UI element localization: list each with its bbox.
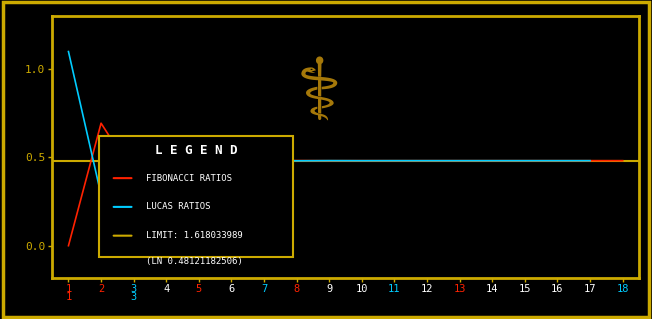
Text: L E G E N D: L E G E N D	[155, 144, 237, 157]
Text: FIBONACCI RATIOS: FIBONACCI RATIOS	[146, 174, 232, 183]
Text: 3: 3	[130, 292, 137, 302]
Text: LIMIT: 1.618033989: LIMIT: 1.618033989	[146, 231, 243, 240]
FancyBboxPatch shape	[99, 136, 293, 256]
Text: 1: 1	[65, 292, 72, 302]
Text: (LN 0.48121182506): (LN 0.48121182506)	[146, 257, 243, 266]
Text: ⚕: ⚕	[296, 54, 343, 137]
Text: LUCAS RATIOS: LUCAS RATIOS	[146, 202, 211, 211]
